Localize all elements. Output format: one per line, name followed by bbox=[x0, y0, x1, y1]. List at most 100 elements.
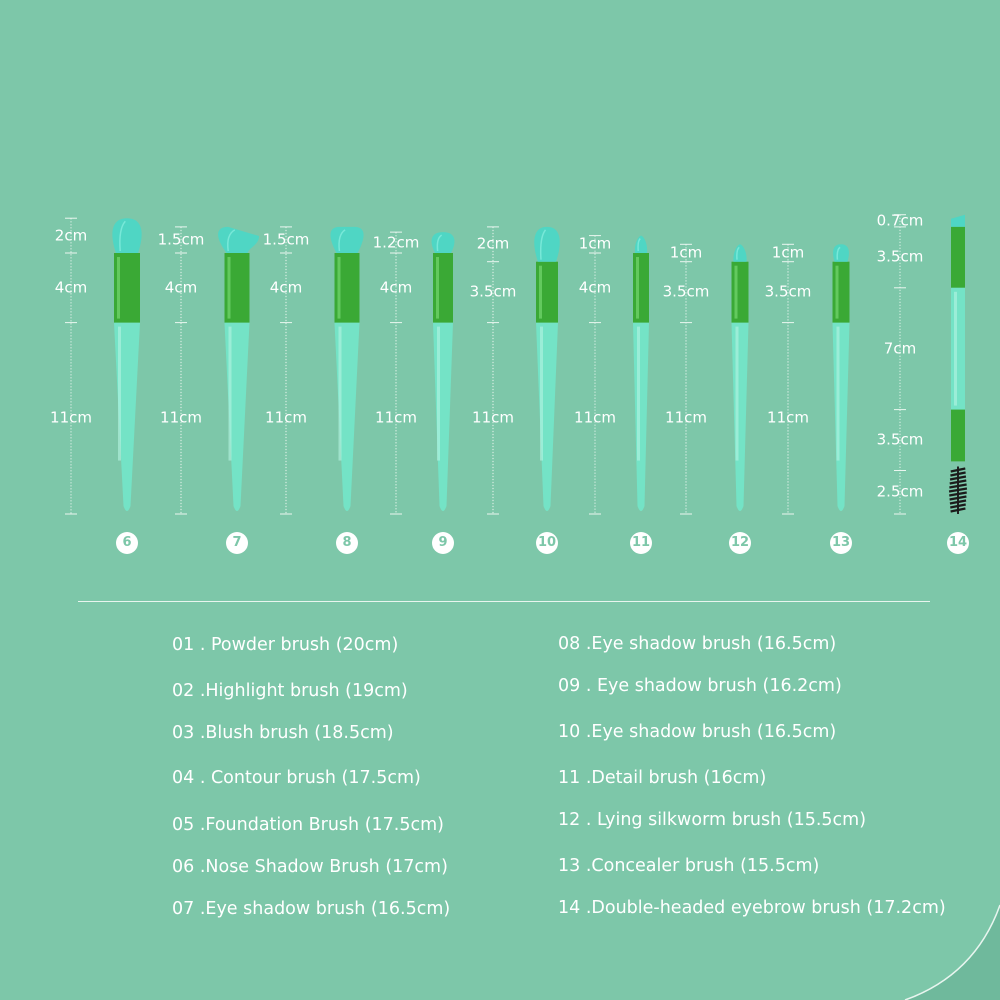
brush-number-badge: 6 bbox=[116, 532, 138, 554]
brush-handle bbox=[731, 322, 749, 511]
spoolie-bristle bbox=[950, 467, 966, 473]
brush-ferrule bbox=[633, 253, 649, 323]
bristle-highlight bbox=[637, 238, 641, 252]
list-item: 06 .Nose Shadow Brush (17cm) bbox=[172, 857, 448, 877]
ferrule-shine bbox=[734, 265, 738, 319]
dimension-label: 11cm bbox=[50, 408, 92, 427]
list-item: 02 .Highlight brush (19cm) bbox=[172, 681, 408, 701]
ferrule-shine bbox=[539, 265, 542, 319]
spoolie-bristle bbox=[950, 503, 966, 509]
dimension-label: 11cm bbox=[375, 408, 417, 427]
dimension-label: 11cm bbox=[767, 408, 809, 427]
spoolie-bristle bbox=[949, 475, 967, 481]
dimension-label: 4cm bbox=[164, 278, 198, 297]
list-item: 11 .Detail brush (16cm) bbox=[558, 768, 767, 788]
brush-number-badge: 12 bbox=[729, 532, 751, 554]
spoolie-bristle bbox=[949, 499, 967, 505]
handle-shine bbox=[338, 326, 342, 461]
ferrule-shine bbox=[636, 257, 639, 319]
brush-bristles bbox=[733, 244, 747, 262]
ferrule-shine bbox=[337, 257, 341, 319]
brush-handle bbox=[633, 322, 649, 511]
dimension-label: 11cm bbox=[574, 408, 616, 427]
spoolie-bristle bbox=[949, 479, 967, 485]
brush-bristles bbox=[112, 218, 142, 253]
handle-shine bbox=[540, 326, 543, 461]
brush-handle bbox=[433, 322, 453, 511]
dimension-label: 3.5cm bbox=[469, 282, 517, 301]
bristle-highlight bbox=[436, 234, 443, 252]
dimension-label: 1cm bbox=[578, 234, 612, 253]
dimension-label: 1.5cm bbox=[157, 230, 205, 249]
brush-ferrule bbox=[832, 261, 850, 323]
list-item: 13 .Concealer brush (15.5cm) bbox=[558, 856, 820, 876]
list-item: 01 . Powder brush (20cm) bbox=[172, 635, 399, 655]
dimension-label: 1.2cm bbox=[372, 233, 420, 252]
handle-shine bbox=[437, 326, 440, 461]
brush-number-badge: 14 bbox=[947, 532, 969, 554]
brush-handle bbox=[832, 322, 850, 511]
dimension-label: 3.5cm bbox=[764, 282, 812, 301]
dimension-label: 4cm bbox=[578, 278, 612, 297]
handle-shine bbox=[118, 326, 121, 461]
dimension-label: 11cm bbox=[160, 408, 202, 427]
spoolie-bristle bbox=[949, 495, 967, 501]
dimension-label: 3.5cm bbox=[876, 247, 924, 266]
list-item: 05 .Foundation Brush (17.5cm) bbox=[172, 815, 444, 835]
bristle-highlight bbox=[736, 246, 740, 260]
brush-handle bbox=[114, 322, 140, 511]
brush-bristles bbox=[951, 214, 965, 227]
brush-number-badge: 9 bbox=[432, 532, 454, 554]
brush-ferrule bbox=[731, 261, 749, 323]
list-item: 14 .Double-headed eyebrow brush (17.2cm) bbox=[558, 898, 946, 918]
brush-bristles bbox=[833, 244, 849, 262]
ferrule-shine bbox=[835, 265, 839, 319]
bristle-highlight bbox=[836, 246, 841, 260]
dimension-label: 4cm bbox=[54, 278, 88, 297]
brush-handle bbox=[536, 322, 558, 511]
spoolie-bristle bbox=[948, 487, 968, 493]
handle-shine bbox=[637, 326, 640, 461]
dimension-label: 2cm bbox=[54, 226, 88, 245]
spoolie-bristle bbox=[949, 491, 967, 497]
spoolie-bristle bbox=[950, 471, 966, 477]
dimension-label: 0.7cm bbox=[876, 211, 924, 230]
list-item: 07 .Eye shadow brush (16.5cm) bbox=[172, 899, 451, 919]
ferrule-shine bbox=[117, 257, 120, 319]
list-item: 03 .Blush brush (18.5cm) bbox=[172, 723, 394, 743]
dimension-label: 11cm bbox=[665, 408, 707, 427]
brush-number-badge: 13 bbox=[830, 532, 852, 554]
brush-handle bbox=[224, 322, 250, 511]
brush-illustrations bbox=[65, 214, 968, 515]
dimension-label: 11cm bbox=[265, 408, 307, 427]
dimension-label: 4cm bbox=[379, 278, 413, 297]
list-item: 12 . Lying silkworm brush (15.5cm) bbox=[558, 810, 867, 830]
brush-bristles bbox=[431, 232, 455, 253]
brush-bristles bbox=[534, 226, 560, 262]
brush-bristles bbox=[218, 226, 259, 253]
brush-number-badge: 8 bbox=[336, 532, 358, 554]
spoolie-bristle bbox=[950, 507, 966, 513]
list-item: 04 . Contour brush (17.5cm) bbox=[172, 768, 421, 788]
handle-shine bbox=[228, 326, 232, 461]
list-item: 09 . Eye shadow brush (16.2cm) bbox=[558, 676, 842, 696]
brush-ferrule bbox=[951, 226, 965, 288]
dimension-label: 11cm bbox=[472, 408, 514, 427]
handle-shine bbox=[735, 326, 739, 461]
brush-number-badge: 7 bbox=[226, 532, 248, 554]
handle-shine bbox=[836, 326, 840, 461]
brush-bristles bbox=[634, 235, 648, 253]
brush-bristles bbox=[330, 226, 364, 253]
brush-number-badge: 10 bbox=[536, 532, 558, 554]
list-item: 10 .Eye shadow brush (16.5cm) bbox=[558, 722, 837, 742]
bristle-highlight bbox=[338, 229, 346, 252]
bristle-highlight bbox=[227, 229, 236, 252]
dimension-label: 3.5cm bbox=[662, 282, 710, 301]
brush-handle bbox=[951, 287, 965, 410]
brush-ferrule bbox=[951, 409, 965, 462]
dimension-label: 7cm bbox=[883, 339, 917, 358]
dimension-label: 3.5cm bbox=[876, 430, 924, 449]
dimension-label: 4cm bbox=[269, 278, 303, 297]
brush-number-badge: 11 bbox=[630, 532, 652, 554]
